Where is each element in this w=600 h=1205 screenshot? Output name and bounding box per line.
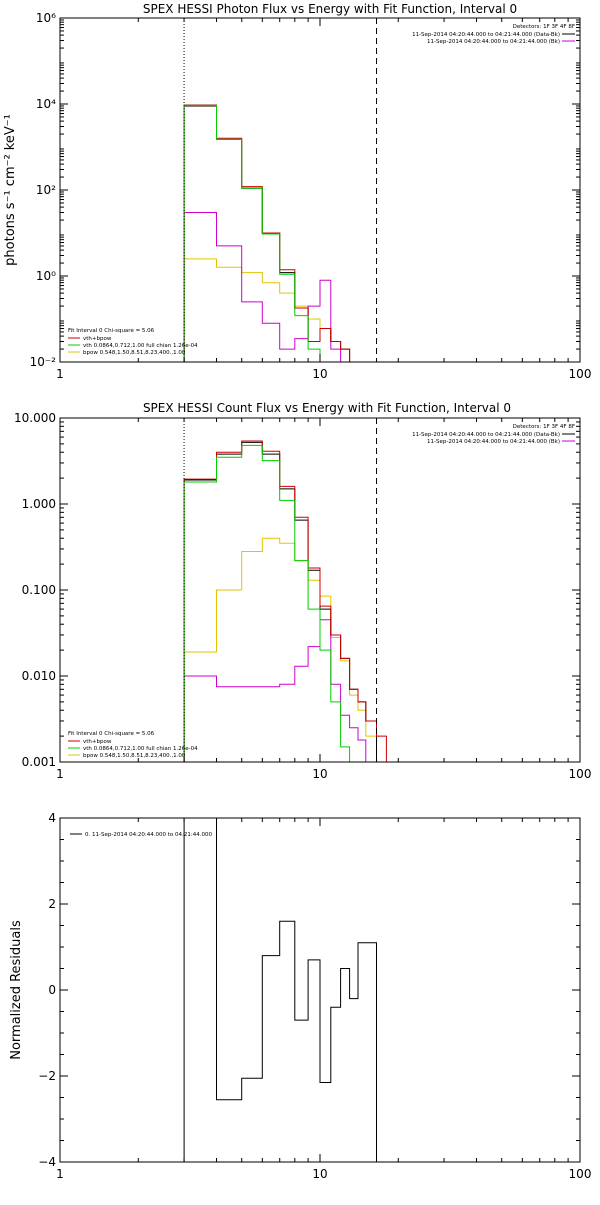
photon-flux-xtick-label: 100	[569, 367, 592, 381]
count-flux-panel: SPEX HESSI Count Flux vs Energy with Fit…	[14, 401, 591, 781]
photon-flux-title: SPEX HESSI Photon Flux vs Energy with Fi…	[143, 2, 517, 16]
count-flux-axes: 1 10 100 0.001 0.010 0.100 1.000 10.000	[14, 411, 591, 781]
count-flux-series-vth	[183, 444, 387, 762]
photon-flux-legend-total-label: vth+bpow	[83, 336, 112, 342]
count-flux-legend-vth-label: vth 0.0864,0.712,1.00 full chian 1.26e-0…	[83, 746, 198, 752]
count-flux-xtick-label: 10	[312, 767, 327, 781]
count-flux-detectors: Detectors: 1F 3F 4F 8F	[513, 424, 575, 430]
count-flux-fit-header: Fit Interval 0 Chi-square = 5.06	[68, 731, 155, 737]
residuals-ytick-label: 4	[48, 811, 56, 825]
photon-flux-series-vth-bpow	[183, 104, 387, 362]
photon-flux-axes: 1 10 100 10⁻² 10⁰ 10² 10⁴ 10⁶	[30, 11, 592, 381]
count-flux-legend-bkg-label: 11-Sep-2014 04:20:44.000 to 04:21:44.000…	[427, 439, 560, 445]
residuals-axes: 1 10 100 −4 −2 0 2 4	[38, 811, 591, 1181]
count-flux-legend-bpow-label: bpow 0.548,1.50,8.51,8.23,400.,1.00	[83, 753, 186, 759]
residuals-ytick-label: −2	[38, 1069, 56, 1083]
residuals-panel: Normalized Residuals 1 10 100 −4 −2 0 2 4 0. 11…	[9, 811, 591, 1181]
photon-flux-panel: SPEX HESSI Photon Flux vs Energy with Fi…	[3, 2, 591, 381]
count-flux-ytick-label: 0.100	[22, 583, 56, 597]
count-flux-series-bpow	[183, 537, 387, 762]
photon-flux-series-vth	[183, 104, 387, 362]
photon-flux-ytick-label: 10⁻²	[30, 355, 57, 369]
photon-flux-legend-bottom: Fit Interval 0 Chi-square = 5.06 vth+bpo…	[68, 328, 198, 356]
count-flux-series-data	[183, 441, 377, 762]
count-flux-ytick-label: 10.000	[14, 411, 56, 425]
residuals-xtick-label: 10	[312, 1167, 327, 1181]
count-flux-series-bkg	[183, 619, 377, 762]
count-flux-legend-top: Detectors: 1F 3F 4F 8F 11-Sep-2014 04:20…	[412, 424, 575, 445]
count-flux-ytick-label: 0.010	[22, 669, 56, 683]
photon-flux-xtick-label: 1	[56, 367, 64, 381]
residuals-xtick-label: 1	[56, 1167, 64, 1181]
photon-flux-series	[183, 104, 387, 362]
residuals-series-residuals	[183, 818, 377, 1162]
count-flux-ytick-label: 0.001	[22, 755, 56, 769]
residuals-series	[183, 818, 377, 1162]
photon-flux-series-bkg	[183, 212, 377, 362]
count-flux-legend-total-label: vth+bpow	[83, 739, 112, 745]
photon-flux-ytick-label: 10⁰	[36, 269, 56, 283]
photon-flux-ytick-label: 10⁶	[36, 11, 56, 25]
count-flux-ytick-label: 1.000	[22, 497, 56, 511]
residuals-ytick-label: 2	[48, 897, 56, 911]
photon-flux-legend-bpow-label: bpow 0.548,1.50,8.51,8.23,400.,1.00	[83, 350, 186, 356]
count-flux-legend-data-label: 11-Sep-2014 04:20:44.000 to 04:21:44.000…	[412, 432, 560, 438]
photon-flux-detectors: Detectors: 1F 3F 4F 8F	[513, 24, 575, 30]
photon-flux-legend-top: Detectors: 1F 3F 4F 8F 11-Sep-2014 04:20…	[412, 24, 575, 45]
count-flux-title: SPEX HESSI Count Flux vs Energy with Fit…	[143, 401, 511, 415]
count-flux-frame	[59, 417, 581, 763]
photon-flux-ytick-label: 10²	[36, 183, 56, 197]
residuals-legend-label: 0. 11-Sep-2014 04:20:44.000 to 04:21:44.…	[85, 832, 212, 838]
residuals-frame	[59, 817, 581, 1163]
photon-flux-legend-data-label: 11-Sep-2014 04:20:44.000 to 04:21:44.000…	[412, 32, 560, 38]
photon-flux-legend-bkg-label: 11-Sep-2014 04:20:44.000 to 04:21:44.000…	[427, 39, 560, 45]
count-flux-series-vth-bpow	[183, 440, 387, 762]
photon-flux-frame	[59, 17, 581, 363]
photon-flux-series-data	[183, 105, 377, 362]
count-flux-series	[183, 440, 387, 762]
residuals-xtick-label: 100	[569, 1167, 592, 1181]
photon-flux-legend-vth-label: vth 0.0864,0.712,1.00 full chian 1.26e-0…	[83, 343, 198, 349]
photon-flux-ylabel: photons s⁻¹ cm⁻² keV⁻¹	[3, 114, 18, 266]
photon-flux-fit-header: Fit Interval 0 Chi-square = 5.06	[68, 328, 155, 334]
photon-flux-xtick-label: 10	[312, 367, 327, 381]
count-flux-legend-bottom: Fit Interval 0 Chi-square = 5.06 vth+bpo…	[68, 731, 198, 759]
residuals-ytick-label: −4	[38, 1155, 56, 1169]
residuals-ytick-label: 0	[48, 983, 56, 997]
photon-flux-ytick-label: 10⁴	[36, 97, 56, 111]
count-flux-xtick-label: 100	[569, 767, 592, 781]
count-flux-xtick-label: 1	[56, 767, 64, 781]
residuals-ylabel: Normalized Residuals	[9, 920, 24, 1060]
